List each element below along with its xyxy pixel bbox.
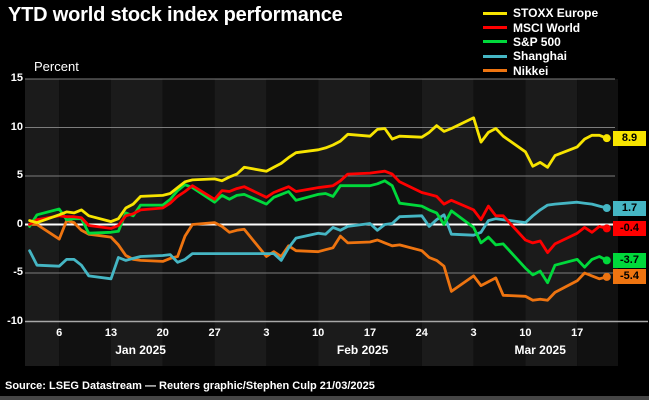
week-band	[111, 79, 163, 366]
x-month-label: Mar 2025	[514, 343, 566, 357]
x-tick-label: 13	[104, 327, 118, 339]
x-tick-label: 17	[363, 327, 377, 339]
legend-swatch-stoxx-europe	[483, 11, 507, 15]
y-axis-title: Percent	[34, 59, 79, 74]
x-tick-label: 27	[208, 327, 221, 339]
legend-label: STOXX Europe	[513, 6, 599, 21]
legend-label: S&P 500	[513, 34, 561, 49]
week-band	[214, 79, 267, 366]
x-tick-label: 10	[519, 327, 532, 339]
page-title: YTD world stock index performance	[8, 4, 343, 26]
legend-swatch-nikkei	[483, 69, 507, 73]
y-tick-label: 10	[10, 120, 23, 133]
x-tick-label: 17	[571, 327, 584, 339]
week-band	[266, 79, 319, 366]
week-band	[577, 79, 618, 366]
legend-item-nikkei: Nikkei	[483, 64, 598, 78]
series-line-msci-world	[28, 169, 609, 255]
x-tick-label: 3	[263, 327, 270, 339]
y-tick-label: 15	[10, 72, 23, 84]
x-tick-label: 6	[56, 327, 63, 339]
legend-item-shanghai: Shanghai	[483, 49, 598, 63]
x-tick-label: 20	[156, 327, 169, 339]
series-end-dot-msci-world	[602, 224, 611, 233]
series-end-label-s-p-500: -3.7	[613, 252, 646, 268]
series-end-label-nikkei: -5.4	[613, 269, 646, 285]
series-end-dot-stoxx-europe	[602, 134, 611, 143]
series-end-label-stoxx-europe: 8.9	[613, 130, 646, 146]
legend-swatch-s-p-500	[483, 40, 507, 44]
legend-label: Nikkei	[513, 63, 549, 78]
footer-divider	[0, 396, 649, 400]
week-band	[318, 79, 370, 366]
series-line-stoxx-europe	[28, 116, 609, 225]
series-end-label-msci-world: -0.4	[613, 220, 646, 236]
legend-item-s-p-500: S&P 500	[483, 35, 598, 49]
week-band	[525, 79, 578, 366]
week-band	[370, 79, 422, 366]
series-end-dot-nikkei	[602, 272, 611, 281]
y-tick-label: 5	[16, 169, 23, 181]
y-tick-label: -10	[7, 314, 23, 327]
legend-label: MSCI World	[513, 20, 581, 35]
series-line-nikkei	[28, 219, 609, 302]
legend-label: Shanghai	[513, 49, 568, 64]
source-note: Source: LSEG Datastream — Reuters graphi…	[5, 380, 375, 392]
legend-item-stoxx-europe: STOXX Europe	[483, 6, 598, 20]
series-end-dot-shanghai	[602, 204, 611, 213]
x-tick-label: 10	[312, 327, 325, 339]
y-tick-label: 0	[16, 217, 23, 230]
legend: STOXX Europe MSCI World S&P 500 Shanghai Nik…	[483, 6, 598, 78]
x-month-label: Jan 2025	[115, 343, 166, 357]
x-tick-label: 24	[415, 327, 428, 339]
x-tick-label: 3	[470, 327, 477, 339]
series-line-shanghai	[28, 200, 609, 281]
series-end-label-shanghai: 1.7	[613, 200, 646, 216]
y-tick-label: -5	[13, 266, 23, 278]
legend-swatch-shanghai	[483, 54, 507, 58]
x-month-label: Feb 2025	[336, 343, 389, 357]
legend-item-msci-world: MSCI World	[483, 20, 598, 35]
legend-swatch-msci-world	[483, 26, 507, 30]
series-end-dot-s-p-500	[602, 256, 611, 265]
